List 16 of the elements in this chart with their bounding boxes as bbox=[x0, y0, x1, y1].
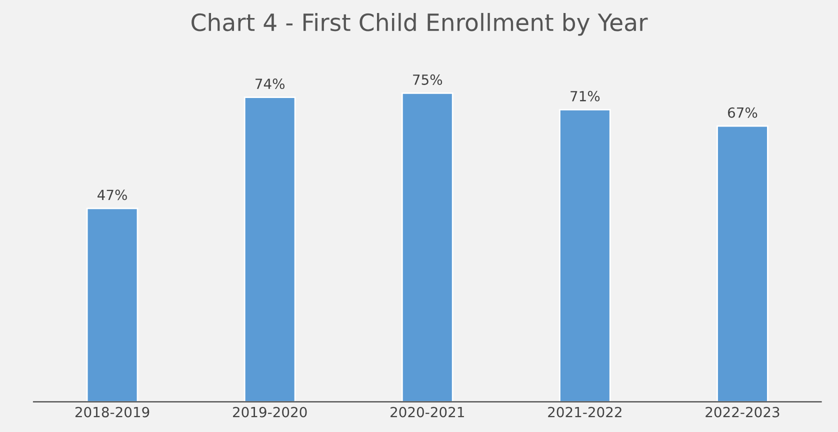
x-tick-label: 2020-2021 bbox=[390, 406, 464, 418]
x-tick-label: 2022-2023 bbox=[706, 406, 780, 418]
bar bbox=[86, 208, 138, 402]
data-label: 47% bbox=[98, 190, 127, 200]
bar bbox=[716, 125, 768, 402]
bar bbox=[244, 96, 296, 402]
data-label: 75% bbox=[413, 74, 442, 85]
data-label: 74% bbox=[256, 78, 285, 90]
x-tick-label: 2019-2020 bbox=[233, 406, 307, 418]
x-tick-label: 2018-2019 bbox=[75, 406, 150, 418]
x-tick-label: 2021-2022 bbox=[548, 406, 622, 418]
bar bbox=[401, 92, 454, 402]
data-label: 67% bbox=[728, 107, 758, 118]
bar bbox=[559, 108, 611, 402]
data-label: 71% bbox=[570, 90, 600, 102]
chart-title: Chart 4 - First Child Enrollment by Year bbox=[192, 12, 648, 36]
